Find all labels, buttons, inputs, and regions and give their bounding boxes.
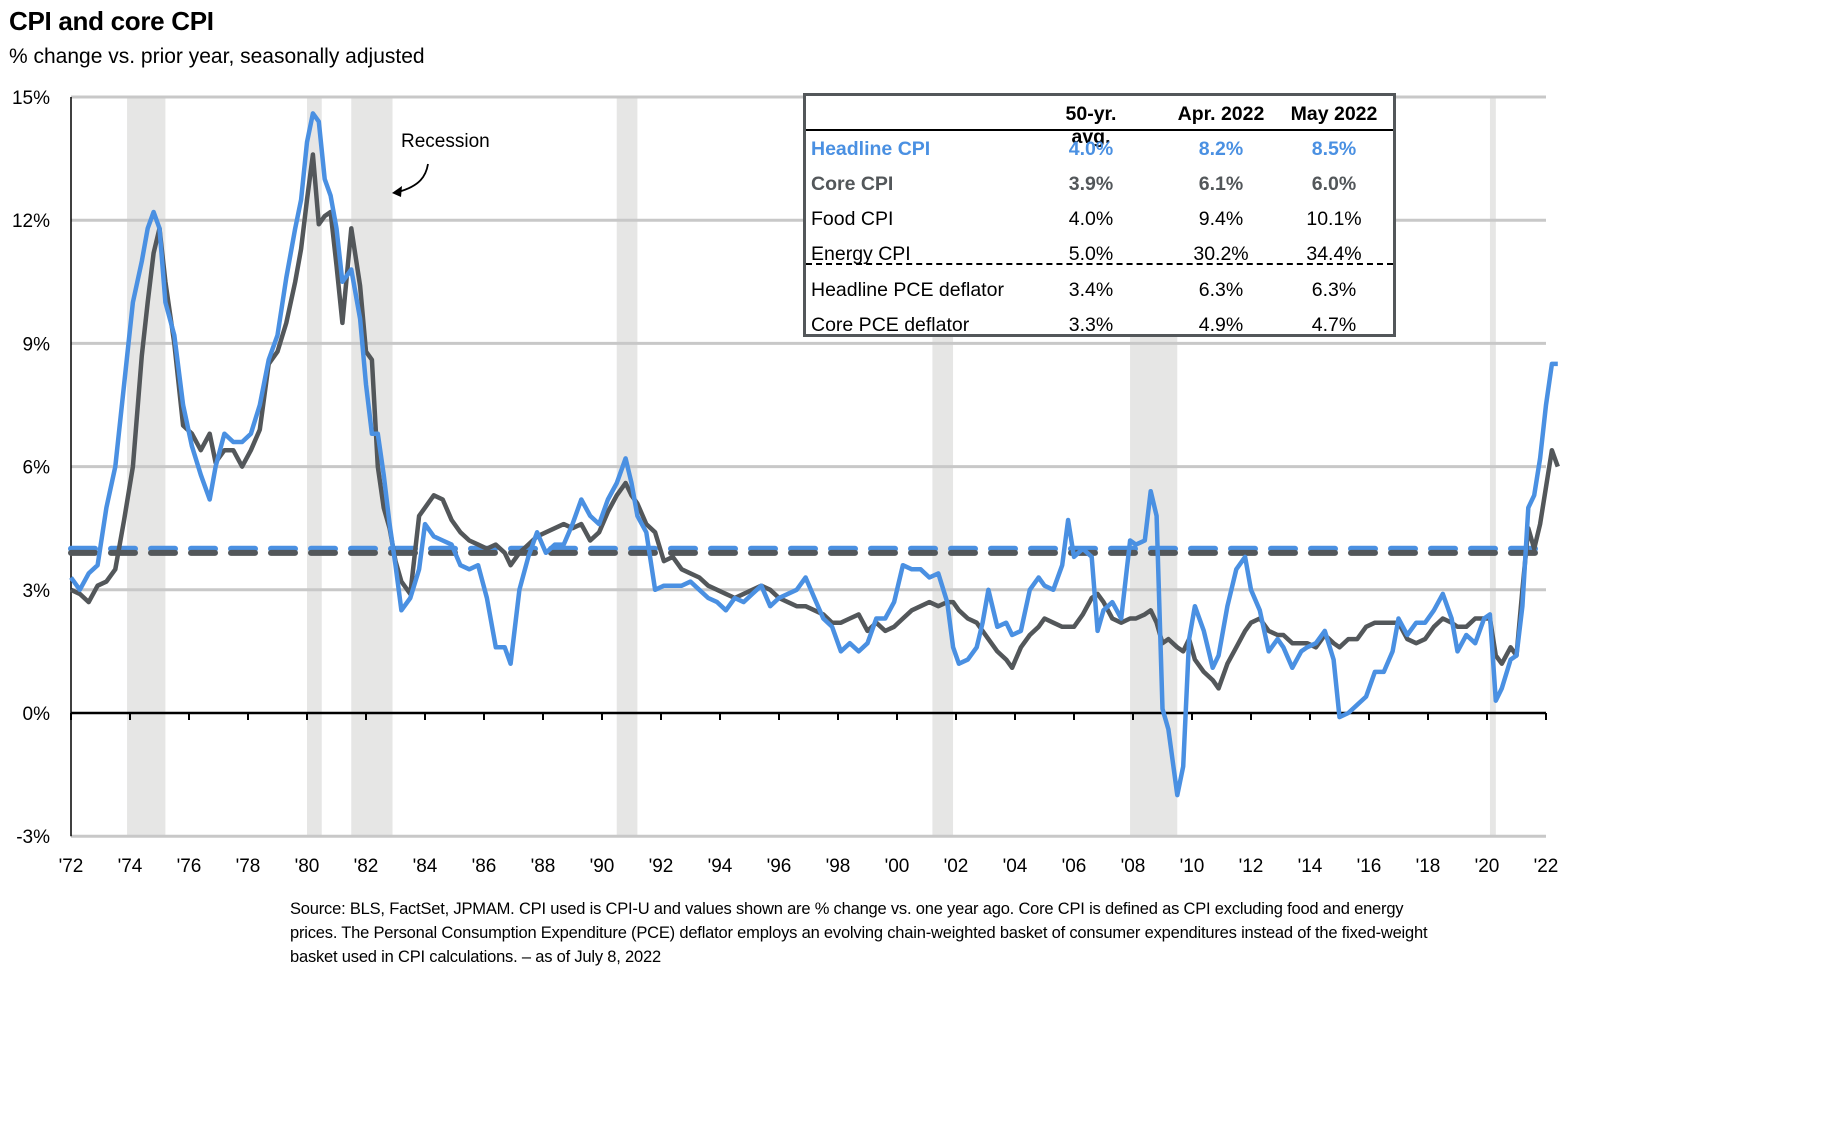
x-tick-label: '18	[1416, 856, 1441, 877]
arrow-head-icon	[392, 186, 402, 197]
x-tick-label: '82	[354, 856, 379, 877]
y-tick-label: 3%	[23, 581, 51, 602]
x-tick-label: '74	[118, 856, 143, 877]
x-tick-label: '84	[413, 856, 438, 877]
x-tick-label: '06	[1062, 856, 1087, 877]
row-label: Food CPI	[811, 208, 894, 230]
y-tick-label: 0%	[23, 704, 51, 725]
y-tick-label: 6%	[23, 458, 51, 479]
row-may-2022: 34.4%	[1306, 243, 1362, 265]
table-row: Food CPI 4.0% 9.4% 10.1%	[806, 202, 1393, 237]
row-apr-2022: 6.1%	[1198, 173, 1244, 195]
row-50yr-avg: 5.0%	[1068, 243, 1114, 265]
row-label: Core CPI	[811, 173, 894, 195]
row-may-2022: 4.7%	[1311, 314, 1357, 336]
row-label: Energy CPI	[811, 243, 911, 265]
x-tick-label: '16	[1357, 856, 1382, 877]
x-tick-label: '14	[1298, 856, 1323, 877]
headline-cpi-line	[69, 111, 1558, 798]
row-label: Core PCE deflator	[811, 314, 970, 336]
x-tick-label: '96	[767, 856, 792, 877]
row-apr-2022: 6.3%	[1198, 279, 1244, 301]
table-divider	[806, 263, 1393, 265]
y-tick-label: -3%	[16, 827, 50, 848]
series-lines	[69, 111, 1560, 798]
header-50yr-avg: 50-yr. avg.	[1065, 103, 1117, 148]
row-apr-2022: 9.4%	[1198, 208, 1244, 230]
x-tick-label: '20	[1475, 856, 1500, 877]
chart-title: CPI and core CPI	[9, 6, 214, 36]
row-label: Headline CPI	[811, 138, 931, 160]
x-tick-label: '78	[236, 856, 261, 877]
row-50yr-avg: 4.0%	[1068, 208, 1114, 230]
table-row: Headline PCE deflator 3.4% 6.3% 6.3%	[806, 273, 1393, 308]
row-50yr-avg: 3.9%	[1068, 173, 1114, 195]
row-apr-2022: 4.9%	[1198, 314, 1244, 336]
curved-arrow-icon	[397, 163, 429, 193]
x-tick-label: '76	[177, 856, 202, 877]
x-tick-label: '10	[1180, 856, 1205, 877]
row-50yr-avg: 3.3%	[1068, 314, 1114, 336]
y-tick-label: 12%	[12, 211, 50, 232]
x-tick-label: '86	[472, 856, 497, 877]
axes	[70, 97, 1547, 837]
tick-labels: -3% 0% 3% 6% 9% 12% 15% '72 '74 '76 '78 '80 '82 '84 '8…	[12, 88, 1558, 877]
header-apr-2022: Apr. 2022	[1177, 103, 1265, 125]
x-tick-label: '22	[1534, 856, 1559, 877]
row-50yr-avg: 4.0%	[1068, 138, 1114, 160]
chart-subtitle: % change vs. prior year, seasonally adju…	[9, 45, 425, 68]
x-tick-label: '04	[1003, 856, 1028, 877]
row-apr-2022: 8.2%	[1198, 138, 1244, 160]
header-may-2022: May 2022	[1290, 103, 1378, 125]
row-label: Headline PCE deflator	[811, 279, 1004, 301]
x-tick-label: '02	[944, 856, 969, 877]
recession-annotation: Recession	[401, 131, 490, 152]
row-may-2022: 6.0%	[1311, 173, 1357, 195]
table-row: Headline CPI 4.0% 8.2% 8.5%	[806, 132, 1393, 167]
x-tick-label: '90	[590, 856, 615, 877]
summary-table: 50-yr. avg. Apr. 2022 May 2022 Headline …	[803, 93, 1396, 337]
x-tick-label: '94	[708, 856, 733, 877]
average-lines	[68, 545, 1549, 556]
table-row: Energy CPI 5.0% 30.2% 34.4%	[806, 237, 1393, 272]
x-tick-label: '12	[1239, 856, 1264, 877]
x-tick-label: '08	[1121, 856, 1146, 877]
table-header: 50-yr. avg. Apr. 2022 May 2022	[806, 96, 1393, 148]
x-tick-label: '88	[531, 856, 556, 877]
y-tick-label: 15%	[12, 88, 50, 109]
core-cpi-line	[70, 152, 1560, 691]
x-tick-label: '98	[826, 856, 851, 877]
x-tick-label: '80	[295, 856, 320, 877]
recession-arrow	[392, 163, 429, 197]
x-tick-label: '92	[649, 856, 674, 877]
y-tick-label: 9%	[23, 334, 51, 355]
x-tick-label: '00	[885, 856, 910, 877]
row-may-2022: 10.1%	[1306, 208, 1362, 230]
row-may-2022: 8.5%	[1311, 138, 1357, 160]
row-may-2022: 6.3%	[1311, 279, 1357, 301]
row-50yr-avg: 3.4%	[1068, 279, 1114, 301]
x-tick-label: '72	[59, 856, 84, 877]
footnote: Source: BLS, FactSet, JPMAM. CPI used is…	[290, 900, 1428, 966]
table-row: Core PCE deflator 3.3% 4.9% 4.7%	[806, 308, 1393, 343]
row-apr-2022: 30.2%	[1193, 243, 1249, 265]
table-row: Core CPI 3.9% 6.1% 6.0%	[806, 167, 1393, 202]
